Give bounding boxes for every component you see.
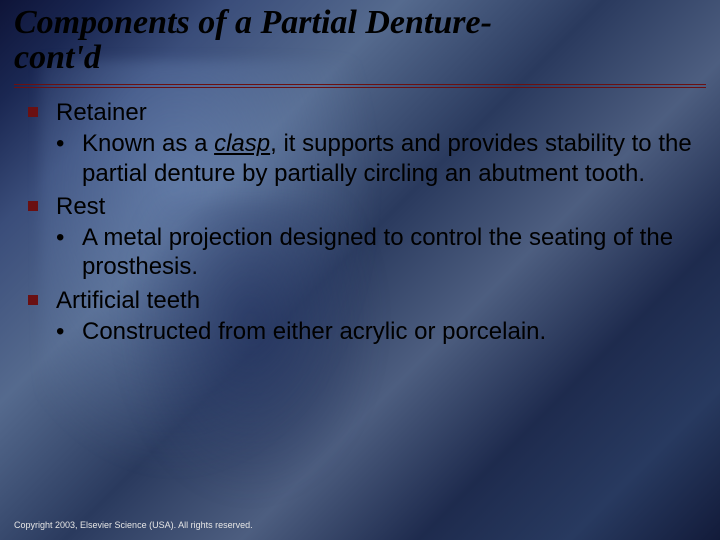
sub-bullet-text: Constructed from either acrylic or porce…	[82, 318, 546, 345]
sub-bullet-text-pre: Known as a	[82, 130, 214, 157]
dot-bullet-icon: •	[56, 317, 64, 346]
bullet-label: Rest	[56, 193, 105, 220]
square-bullet-icon	[28, 201, 38, 211]
bullet-label: Artificial teeth	[56, 287, 200, 314]
slide-body: Retainer • Known as a clasp, it supports…	[28, 98, 698, 350]
title-line-2: cont'd	[14, 39, 101, 76]
sub-bullet-retainer: • Known as a clasp, it supports and prov…	[28, 129, 698, 188]
square-bullet-icon	[28, 107, 38, 117]
dot-bullet-icon: •	[56, 223, 64, 252]
copyright-footer: Copyright 2003, Elsevier Science (USA). …	[14, 520, 253, 530]
slide: Components of a Partial Denture- cont'd …	[0, 0, 720, 540]
bullet-retainer: Retainer	[28, 98, 698, 127]
bullet-rest: Rest	[28, 192, 698, 221]
square-bullet-icon	[28, 295, 38, 305]
dot-bullet-icon: •	[56, 129, 64, 158]
title-underline-rule	[14, 84, 706, 88]
bullet-label: Retainer	[56, 99, 147, 126]
sub-bullet-emphasis: clasp	[214, 130, 270, 157]
sub-bullet-rest: • A metal projection designed to control…	[28, 223, 698, 282]
sub-bullet-text: A metal projection designed to control t…	[82, 224, 673, 280]
bullet-artificial-teeth: Artificial teeth	[28, 286, 698, 315]
sub-bullet-artificial-teeth: • Constructed from either acrylic or por…	[28, 317, 698, 346]
title-line-1: Components of a Partial Denture-	[14, 4, 492, 41]
slide-title: Components of a Partial Denture- cont'd	[14, 6, 706, 75]
